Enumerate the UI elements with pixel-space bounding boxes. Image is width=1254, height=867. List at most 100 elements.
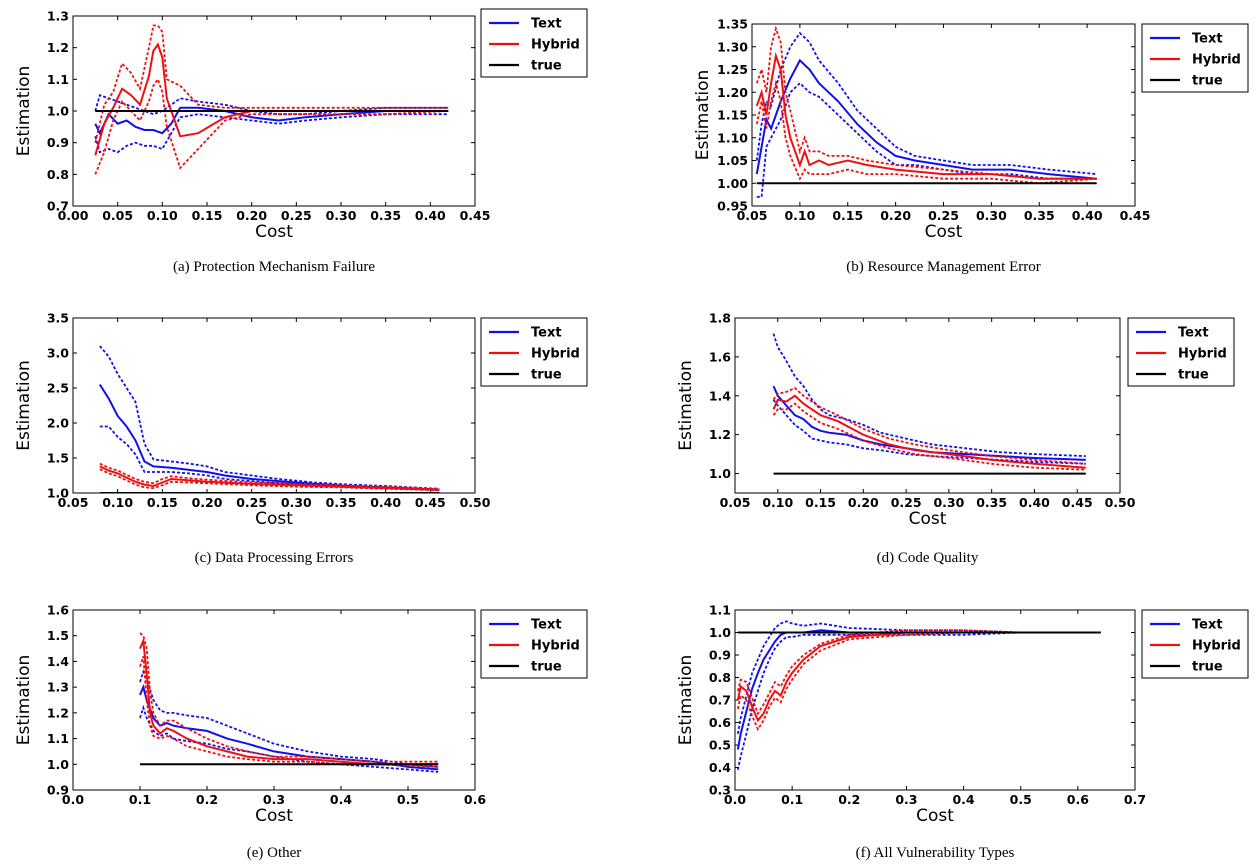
x-axis-label: Cost: [916, 806, 954, 826]
x-tick-label: 0.05: [102, 208, 133, 223]
y-tick-label: 0.95: [717, 199, 748, 214]
x-tick-label: 0.3: [895, 792, 917, 807]
chart-2: 0.05 0.10 0.15 0.20 0.25 0.30 0.35 0.40 0.45 0.50…: [14, 311, 588, 566]
legend-label-true: true: [1192, 660, 1223, 675]
x-tick-label: 0.30: [326, 208, 357, 223]
y-tick-label: 1.0: [47, 757, 69, 772]
series-text-line: [755, 58, 1097, 180]
y-tick-label: 3.0: [47, 346, 69, 361]
x-tick-label: 0.50: [460, 495, 491, 510]
x-tick-label: 0.20: [848, 495, 879, 510]
legend-label-hybrid: Hybrid: [1192, 53, 1241, 68]
x-tick-label: 0.2: [196, 792, 218, 807]
x-tick-label: 0.45: [1062, 495, 1093, 510]
chart-3: 0.05 0.10 0.15 0.20 0.25 0.30 0.35 0.40 0.45 0.50…: [676, 311, 1235, 566]
legend-label-true: true: [531, 660, 562, 675]
series-hybrid-upper-line: [94, 24, 449, 143]
series-hybrid-upper-line: [139, 632, 439, 763]
series-text-line: [772, 385, 1086, 461]
y-axis-label: Estimation: [693, 70, 713, 161]
x-tick-label: 0.1: [781, 792, 803, 807]
x-tick-label: 0.10: [102, 495, 133, 510]
plot-frame: [72, 609, 476, 791]
y-tick-label: 1.0: [709, 466, 731, 481]
y-tick-label: 1.00: [717, 176, 748, 191]
plot-area: [139, 632, 439, 773]
series-hybrid-line: [94, 42, 449, 156]
chart-5: 0.0 0.1 0.2 0.3 0.4 0.5 0.6 0.7 0.3 0.4 0.5 0.6 0.7 0…: [676, 603, 1249, 861]
y-tick-label: 1.0: [47, 104, 69, 119]
y-tick-label: 1.10: [717, 130, 748, 145]
x-tick-label: 0.20: [880, 208, 911, 223]
y-tick-label: 0.7: [709, 693, 731, 708]
x-tick-label: 0.15: [832, 208, 863, 223]
y-tick-label: 1.8: [709, 311, 731, 326]
x-tick-label: 0.5: [397, 792, 419, 807]
x-tick-label: 0.00: [58, 208, 89, 223]
series-text-line: [139, 684, 439, 771]
y-tick-label: 1.35: [717, 17, 748, 32]
x-tick-label: 0.0: [62, 792, 84, 807]
y-axis-label: Estimation: [676, 360, 696, 451]
x-axis-label: Cost: [925, 222, 963, 242]
legend: Text Hybrid true: [480, 609, 588, 679]
x-tick-label: 0.6: [464, 792, 486, 807]
y-tick-label: 2.0: [47, 416, 69, 431]
x-tick-label: 0.30: [976, 208, 1007, 223]
x-tick-label: 0.25: [236, 495, 267, 510]
plot-frame: [734, 317, 1121, 494]
x-tick-label: 0.4: [330, 792, 352, 807]
x-tick-label: 0.30: [933, 495, 964, 510]
x-tick-label: 0.5: [1010, 792, 1032, 807]
x-axis-label: Cost: [909, 509, 947, 529]
chart-0: 0.00 0.05 0.10 0.15 0.20 0.25 0.30 0.35 0.40 0.45…: [14, 8, 588, 275]
y-tick-label: 0.9: [47, 135, 69, 150]
y-tick-label: 1.2: [47, 40, 69, 55]
series-text-upper-line: [99, 345, 440, 490]
y-tick-label: 0.7: [47, 199, 69, 214]
series-text-line: [98, 383, 440, 491]
y-tick-label: 1.0: [709, 625, 731, 640]
series-text-lower-line: [94, 113, 449, 154]
legend: Text Hybrid true: [1127, 317, 1235, 387]
y-tick-label: 0.3: [709, 783, 731, 798]
y-tick-label: 1.05: [717, 153, 748, 168]
series-hybrid-line: [755, 51, 1097, 180]
x-tick-label: 0.0: [724, 792, 746, 807]
series-hybrid-upper-line: [755, 25, 1097, 180]
x-tick-label: 0.40: [1019, 495, 1050, 510]
series-text-upper-line: [755, 31, 1097, 175]
series-hybrid-line: [736, 631, 1101, 723]
y-tick-label: 1.6: [709, 349, 731, 364]
legend-label-hybrid: Hybrid: [531, 38, 580, 53]
x-tick-label: 0.05: [720, 495, 751, 510]
x-tick-label: 0.35: [326, 495, 357, 510]
legend: Text Hybrid true: [480, 8, 588, 78]
x-tick-label: 0.25: [891, 495, 922, 510]
y-tick-label: 0.9: [47, 783, 69, 798]
legend-label-hybrid: Hybrid: [531, 347, 580, 362]
x-tick-label: 0.40: [370, 495, 401, 510]
chart-caption: (c) Data Processing Errors: [195, 550, 354, 566]
x-tick-label: 0.35: [976, 495, 1007, 510]
x-tick-label: 0.2: [838, 792, 860, 807]
chart-4: 0.0 0.1 0.2 0.3 0.4 0.5 0.6 0.9 1.0 1.1 1.2 1.3 1.4 1…: [14, 603, 588, 861]
series-text-lower-line: [756, 81, 1097, 198]
y-tick-label: 0.5: [709, 738, 731, 753]
series-text-upper-line: [139, 669, 439, 768]
series-hybrid-lower-line: [755, 79, 1097, 185]
x-tick-label: 0.30: [281, 495, 312, 510]
chart-caption: (e) Other: [247, 845, 302, 861]
y-tick-label: 1.5: [47, 451, 69, 466]
x-tick-label: 0.05: [58, 495, 89, 510]
y-tick-label: 1.4: [47, 654, 69, 669]
x-tick-label: 0.40: [415, 208, 446, 223]
chart-1: 0.05 0.10 0.15 0.20 0.25 0.30 0.35 0.40 0.45 0.95…: [693, 17, 1249, 275]
y-tick-label: 1.30: [717, 39, 748, 54]
series-hybrid-line: [99, 465, 440, 491]
legend-label-text: Text: [1178, 326, 1209, 341]
series-hybrid-upper-line: [99, 462, 440, 490]
legend: Text Hybrid true: [480, 317, 588, 387]
series-hybrid-lower-line: [772, 402, 1086, 471]
